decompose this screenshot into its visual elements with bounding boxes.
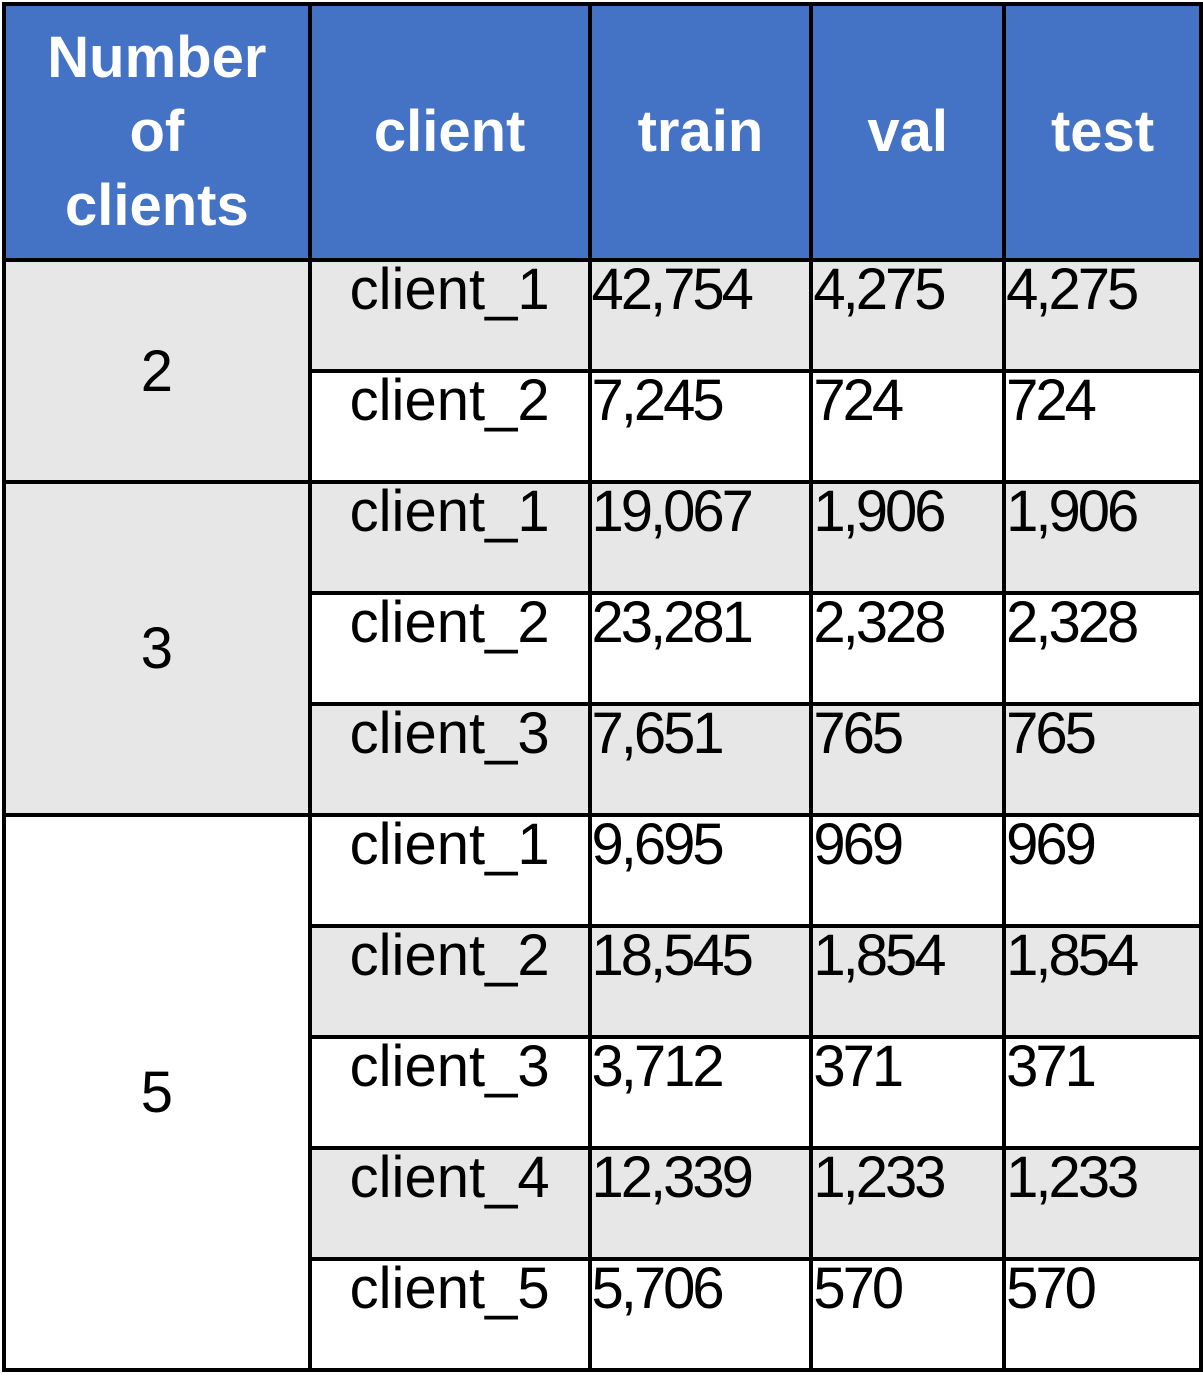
client-cell: client_3: [307, 702, 592, 817]
train-cell: 7,245: [587, 369, 814, 484]
client-cell: client_1: [307, 480, 592, 595]
train-cell: 3,712: [587, 1035, 814, 1150]
header-client: client: [307, 2, 592, 262]
client-cell: client_5: [307, 1257, 592, 1372]
test-cell: 724: [1002, 369, 1203, 484]
test-cell: 4,275: [1002, 258, 1203, 373]
train-cell: 23,281: [587, 591, 814, 706]
train-cell: 7,651: [587, 702, 814, 817]
test-cell: 371: [1002, 1035, 1203, 1150]
train-cell: 5,706: [587, 1257, 814, 1372]
client-split-table: Number of clients client train val test …: [2, 2, 1203, 1372]
client-cell: client_3: [307, 1035, 592, 1150]
table-row: client_2 7,245 724 724: [4, 369, 1203, 484]
client-cell: client_2: [307, 369, 592, 484]
train-cell: 18,545: [587, 924, 814, 1039]
val-cell: 765: [809, 702, 1007, 817]
train-cell: 9,695: [587, 813, 814, 928]
test-cell: 765: [1002, 702, 1203, 817]
test-cell: 1,854: [1002, 924, 1203, 1039]
test-cell: 969: [1002, 813, 1203, 928]
train-cell: 19,067: [587, 480, 814, 595]
group-number-cell: 5: [2, 813, 312, 1372]
test-cell: 570: [1002, 1257, 1203, 1372]
train-cell: 12,339: [587, 1146, 814, 1261]
client-cell: client_2: [307, 924, 592, 1039]
val-cell: 724: [809, 369, 1007, 484]
header-train: train: [587, 2, 814, 262]
val-cell: 969: [809, 813, 1007, 928]
header-row: Number of clients client train val test: [2, 2, 1203, 262]
group-number-cell: 3: [2, 480, 312, 817]
test-cell: 1,906: [1002, 480, 1203, 595]
val-cell: 1,233: [809, 1146, 1007, 1261]
val-cell: 2,328: [809, 591, 1007, 706]
val-cell: 1,854: [809, 924, 1007, 1039]
client-cell: client_4: [307, 1146, 592, 1261]
table-row: 2 client_1 42,754 4,275 4,275: [2, 258, 1203, 484]
val-cell: 4,275: [809, 258, 1007, 373]
val-cell: 570: [809, 1257, 1007, 1372]
header-number-of-clients: Number of clients: [2, 2, 312, 262]
client-cell: client_1: [307, 813, 592, 928]
header-test: test: [1002, 2, 1203, 262]
val-cell: 371: [809, 1035, 1007, 1150]
client-cell: client_1: [307, 258, 592, 373]
client-cell: client_2: [307, 591, 592, 706]
table-row: 5 client_1 9,695 969 969: [2, 813, 1203, 1372]
header-val: val: [809, 2, 1007, 262]
table-row: client_5 5,706 570 570: [4, 1257, 1203, 1372]
test-cell: 1,233: [1002, 1146, 1203, 1261]
val-cell: 1,906: [809, 480, 1007, 595]
group-number-cell: 2: [2, 258, 312, 484]
table-row: 3 client_1 19,067 1,906 1,906: [2, 480, 1203, 817]
train-cell: 42,754: [587, 258, 814, 373]
test-cell: 2,328: [1002, 591, 1203, 706]
